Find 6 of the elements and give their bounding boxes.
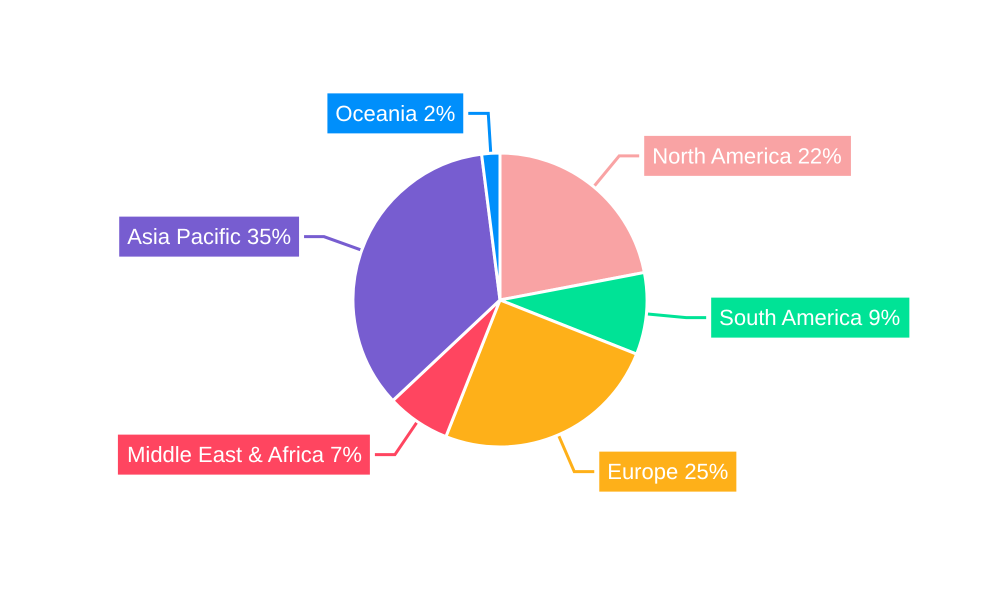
slice-label: Asia Pacific 35%	[127, 224, 292, 250]
slice-label: South America 9%	[719, 305, 900, 330]
slice-label: Middle East & Africa 7%	[127, 442, 362, 468]
slice-label: Oceania 2%	[335, 100, 456, 126]
slice-label: Europe 25%	[607, 459, 728, 484]
slice-label: North America 22%	[652, 143, 842, 168]
